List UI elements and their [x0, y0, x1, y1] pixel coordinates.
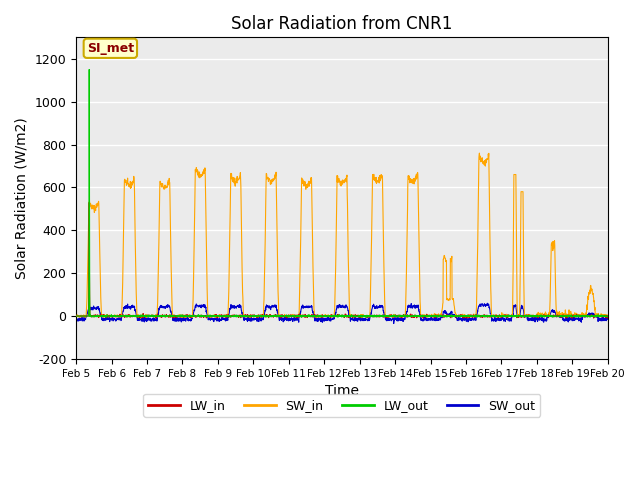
X-axis label: Time: Time — [325, 384, 359, 398]
SW_out — [221, 317, 228, 323]
Title: Solar Radiation from CNR1: Solar Radiation from CNR1 — [231, 15, 452, 33]
Line: SW_out: SW_out — [76, 303, 608, 324]
LW_in — [572, 313, 580, 319]
Legend: LW_in, SW_in, LW_out, SW_out: LW_in, SW_in, LW_out, SW_out — [143, 394, 540, 417]
LW_in — [72, 313, 80, 319]
SW_in — [137, 315, 145, 321]
SW_in — [572, 310, 580, 316]
SW_out — [604, 315, 612, 321]
LW_in — [557, 313, 564, 319]
LW_in — [604, 314, 612, 320]
SW_out — [497, 316, 504, 322]
SW_out — [483, 300, 491, 306]
SW_out — [369, 302, 376, 308]
Line: LW_out: LW_out — [76, 70, 608, 317]
SW_out — [357, 317, 365, 323]
LW_out — [72, 313, 80, 319]
SW_in — [357, 312, 365, 318]
Y-axis label: Solar Radiation (W/m2): Solar Radiation (W/m2) — [15, 117, 29, 279]
LW_in — [497, 313, 504, 319]
SW_in — [557, 313, 565, 319]
SW_in — [497, 314, 504, 320]
SW_out — [390, 321, 397, 326]
LW_out — [572, 313, 580, 319]
SW_in — [476, 150, 483, 156]
LW_out — [369, 314, 377, 320]
LW_in — [369, 312, 377, 318]
LW_out — [363, 314, 371, 320]
LW_in — [85, 200, 93, 205]
Text: SI_met: SI_met — [87, 42, 134, 55]
LW_out — [85, 67, 93, 72]
SW_out — [572, 316, 580, 322]
SW_in — [604, 312, 612, 318]
Line: SW_in: SW_in — [76, 153, 608, 318]
SW_out — [557, 313, 565, 319]
LW_out — [221, 313, 228, 319]
LW_in — [603, 315, 611, 321]
SW_in — [221, 312, 228, 318]
SW_out — [72, 316, 80, 322]
LW_out — [497, 313, 504, 319]
LW_in — [357, 313, 365, 319]
LW_out — [357, 312, 365, 318]
LW_out — [604, 314, 612, 320]
SW_in — [72, 313, 80, 319]
LW_in — [221, 314, 228, 320]
Line: LW_in: LW_in — [76, 203, 608, 318]
LW_out — [557, 312, 565, 318]
SW_in — [369, 172, 377, 178]
